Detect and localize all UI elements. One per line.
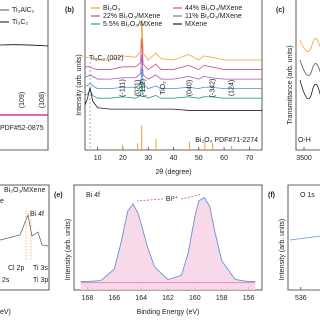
peak-area bbox=[80, 197, 256, 290]
panel-label: (c) bbox=[276, 7, 285, 14]
annotation: (-111) bbox=[119, 79, 126, 97]
xrd-line bbox=[85, 68, 262, 90]
panel-label: (e) bbox=[54, 192, 63, 199]
x-tick-label: 162 bbox=[162, 295, 174, 302]
y-axis-label: Intensity (arb. units) bbox=[279, 219, 286, 280]
panel-label: (b) bbox=[65, 7, 74, 14]
annotation: TiO₂ bbox=[160, 81, 167, 95]
y-axis-label: Intensity (arb. units) bbox=[65, 219, 72, 280]
panel-c-frame bbox=[295, 0, 320, 151]
annotation: Bi₂O₃/MXene bbox=[4, 187, 45, 194]
annotation: Ti 3p bbox=[33, 277, 48, 284]
xrd-line bbox=[85, 38, 262, 71]
legend-label: Bi₂O₃ bbox=[103, 5, 120, 12]
legend-label: Ti₃AlC₂ bbox=[12, 7, 35, 14]
annotation: (-112) bbox=[140, 79, 147, 97]
panel-f-frame bbox=[287, 184, 320, 291]
x-tick-label: 60 bbox=[220, 155, 228, 162]
annotation-arrow bbox=[180, 194, 201, 200]
x-tick-label: 536 bbox=[295, 295, 307, 302]
panel-c-curve bbox=[299, 38, 320, 52]
annotation: Ti₃C₂ (002) bbox=[89, 55, 123, 62]
y-axis-label: Intensity (arb. units) bbox=[76, 54, 83, 115]
x-tick-label: 164 bbox=[135, 295, 147, 302]
x-tick-label: 160 bbox=[189, 295, 201, 302]
x-tick-label: 166 bbox=[108, 295, 120, 302]
panel-title: O 1s bbox=[300, 192, 315, 199]
annotation: Cl 2p bbox=[8, 265, 24, 272]
x-tick-label: 10 bbox=[94, 155, 102, 162]
annotation: Bi 4f bbox=[30, 211, 44, 218]
panel-c-curve bbox=[299, 79, 320, 100]
xrd-line bbox=[84, 87, 262, 111]
reference-label: Bi₂O₃ PDF#71-2274 bbox=[195, 137, 258, 144]
xrd-line bbox=[84, 81, 262, 99]
annotation: PDF#52-0875 bbox=[0, 125, 44, 132]
x-tick-label: 168 bbox=[82, 295, 94, 302]
xrd-line bbox=[85, 19, 262, 61]
x-tick-label: 50 bbox=[195, 155, 203, 162]
annotation: (108) bbox=[39, 92, 46, 108]
panel-f-curve bbox=[289, 235, 320, 241]
x-tick-label: 156 bbox=[243, 295, 255, 302]
annotation: 2s bbox=[2, 277, 10, 284]
panel-d-curve bbox=[0, 213, 49, 247]
annotation: e bbox=[0, 198, 4, 205]
annotation: Bi³⁺ bbox=[166, 195, 179, 203]
legend-label: MXene bbox=[185, 21, 207, 28]
legend-label: 11% Bi₂O₃/MXene bbox=[185, 13, 242, 20]
annotation: (040) bbox=[186, 80, 193, 96]
legend-label: Ti₃C₂ bbox=[12, 19, 28, 26]
y-axis-label: Transmittance (arb. units) bbox=[287, 45, 294, 125]
x-axis-label: Binding Energy (eV) bbox=[137, 309, 200, 316]
x-tick-label: 3500 bbox=[296, 155, 312, 162]
xrd-line bbox=[85, 54, 262, 80]
x-axis-label: 2θ (degree) bbox=[155, 169, 191, 176]
x-tick-label: 158 bbox=[216, 295, 228, 302]
x-tick-label: 20 bbox=[119, 155, 127, 162]
panel-a-curve bbox=[0, 44, 49, 47]
annotation: (124) bbox=[229, 80, 236, 96]
annotation-arrow bbox=[137, 198, 164, 202]
annotation: (109) bbox=[19, 92, 26, 108]
panel-title: Bi 4f bbox=[86, 192, 100, 199]
panel-d-frame bbox=[0, 184, 50, 291]
annotation: (-342) bbox=[210, 79, 217, 98]
annotation: (021) bbox=[134, 80, 141, 96]
panel-a-frame bbox=[0, 0, 49, 151]
panel-c-curve bbox=[299, 59, 320, 77]
annotation: Ti 3s bbox=[33, 265, 48, 272]
legend-label: 5.5% Bi₂O₃/MXene bbox=[103, 21, 162, 28]
x-tick-label: 40 bbox=[170, 155, 178, 162]
x-tick-label: 70 bbox=[245, 155, 253, 162]
xps-line bbox=[80, 196, 256, 283]
legend-label: 22% Bi₂O₃/MXene bbox=[103, 13, 160, 20]
legend-label: 44% Bi₂O₃/MXene bbox=[185, 5, 242, 12]
x-tick-label: 30 bbox=[144, 155, 152, 162]
panel-label: (f) bbox=[268, 192, 275, 199]
annotation: eV) bbox=[0, 309, 11, 316]
annotation: O-H bbox=[298, 137, 311, 144]
